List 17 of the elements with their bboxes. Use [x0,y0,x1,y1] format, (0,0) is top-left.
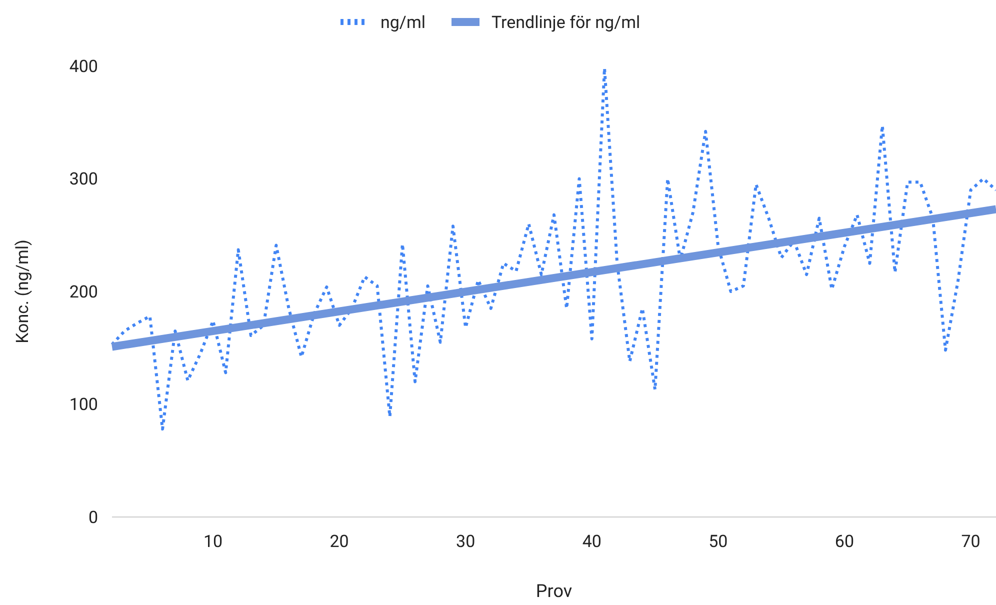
x-axis-title: Prov [536,581,572,602]
y-tick-label: 0 [88,508,98,528]
y-tick-label: 400 [69,56,98,77]
legend-label: Trendlinje för ng/ml [492,12,640,33]
x-tick-label: 50 [708,532,728,552]
legend-label: ng/ml [380,12,426,33]
x-tick-label: 30 [456,532,476,552]
x-tick-label: 20 [330,532,349,552]
line-series [110,66,996,431]
y-tick-label: 200 [69,282,98,302]
x-tick-label: 40 [582,532,602,552]
y-tick-label: 100 [69,395,98,416]
y-tick-label: 300 [69,170,98,190]
x-tick-label: 60 [834,532,854,552]
y-axis-title: Konc. (ng/ml) [13,240,33,344]
x-tick-label: 70 [961,532,980,552]
x-tick-label: 10 [203,532,223,552]
